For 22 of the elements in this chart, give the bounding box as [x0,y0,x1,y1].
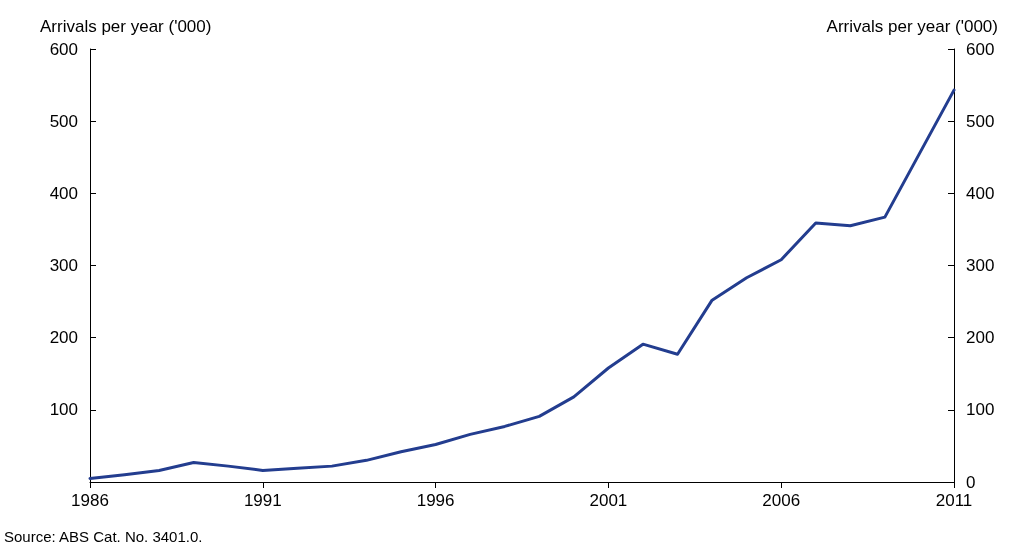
x-tick-label: 2001 [589,491,628,510]
y-tick-label: 400 [49,183,78,203]
y2-tick-label: 200 [966,328,995,348]
y2-tick-label: 300 [966,256,995,275]
x-tick-label: 1991 [243,491,282,510]
y2-tick-label: 0 [966,472,976,492]
y2-tick-label: 500 [966,111,995,131]
y-axis-title: Arrivals per year ('000) [40,17,212,36]
y-tick-label: 600 [49,39,78,59]
y-tick-label: 500 [49,111,78,131]
x-tick-label: 2006 [762,491,801,510]
y2-tick-label: 100 [966,400,995,420]
y-tick-label: 300 [49,256,78,275]
x-tick-label: 1986 [71,491,109,510]
x-tick-label: 1996 [416,491,455,510]
x-tick-label: 2011 [935,491,973,510]
y2-tick-label: 600 [966,39,995,59]
y2-axis-title: Arrivals per year ('000) [826,17,998,36]
y-tick-label: 100 [49,400,78,420]
y2-tick-label: 400 [966,183,995,203]
source-note: Source: ABS Cat. No. 3401.0. [4,528,203,545]
y-tick-label: 200 [49,328,78,348]
